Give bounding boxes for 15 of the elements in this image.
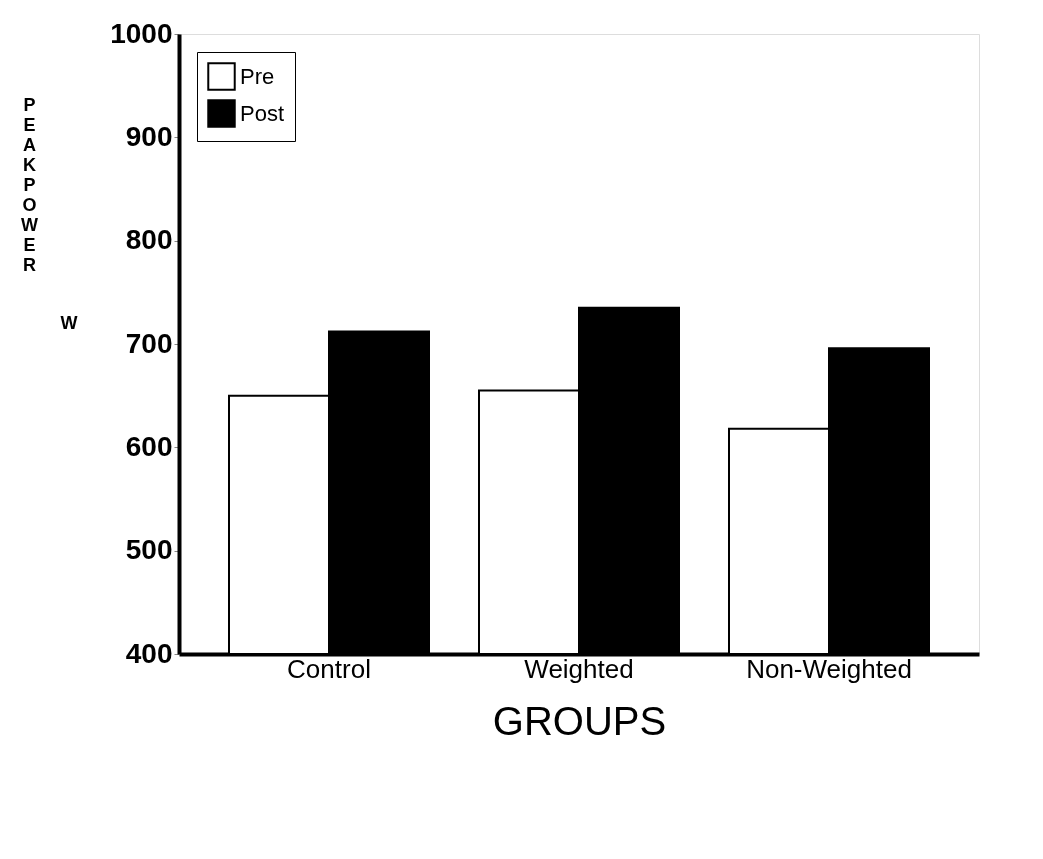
text: W: [60, 313, 78, 333]
y-tick-label: 1000: [110, 17, 173, 49]
y-tick-label: 400: [125, 637, 173, 669]
text: PEAK POWER: [21, 94, 38, 275]
y-tick-label: 600: [125, 430, 173, 462]
x-axis-title: GROUPS: [492, 698, 667, 743]
x-tick-label: Control: [287, 653, 371, 684]
y-tick-label: 900: [125, 120, 173, 152]
legend-label: Pre: [240, 63, 275, 89]
x-tick-label: Weighted: [524, 653, 634, 684]
legend-label: Post: [240, 100, 285, 126]
y-tick-label: 700: [125, 327, 173, 359]
y-tick-label: 800: [125, 224, 173, 256]
x-tick-label: Non-Weighted: [746, 653, 912, 684]
y-tick-label: 500: [125, 534, 173, 566]
